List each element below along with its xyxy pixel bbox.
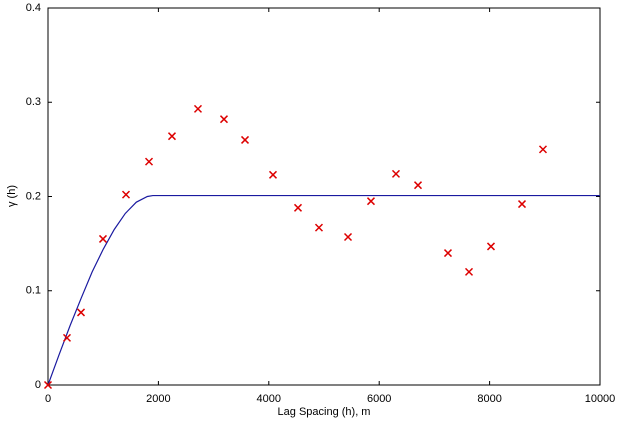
y-tick-label: 0.3 <box>26 96 41 108</box>
plot-frame <box>47 7 601 386</box>
data-point <box>167 132 177 141</box>
data-point <box>486 242 496 251</box>
data-point <box>293 203 303 212</box>
data-point <box>193 104 203 113</box>
data-point <box>413 181 423 190</box>
x-tick-label: 10000 <box>585 393 616 405</box>
data-point <box>314 223 324 232</box>
data-point <box>98 234 108 243</box>
data-point <box>62 333 72 342</box>
y-tick-label: 0 <box>35 379 41 391</box>
y-tick-label: 0.1 <box>26 285 41 297</box>
data-point <box>538 145 548 154</box>
data-point <box>240 135 250 144</box>
x-tick-label: 8000 <box>477 393 501 405</box>
data-point <box>443 249 453 258</box>
data-point <box>391 169 401 178</box>
data-point <box>464 267 474 276</box>
data-point <box>144 157 154 166</box>
data-point <box>43 380 53 390</box>
data-point <box>517 200 527 209</box>
y-axis-label: γ (h) <box>6 185 18 207</box>
model-line <box>47 194 600 386</box>
data-point <box>343 232 353 242</box>
x-tick-label: 6000 <box>367 393 391 405</box>
x-axis-label: Lag Spacing (h), m <box>278 406 371 418</box>
data-point <box>268 170 278 179</box>
x-tick-label: 4000 <box>257 393 281 405</box>
data-point <box>366 197 376 206</box>
x-tick-label: 0 <box>45 393 51 405</box>
data-point <box>219 115 229 124</box>
data-point <box>121 190 131 199</box>
y-tick-label: 0.4 <box>26 2 41 14</box>
y-tick-label: 0.2 <box>26 190 41 202</box>
x-tick-label: 2000 <box>146 393 170 405</box>
data-point <box>76 308 86 317</box>
